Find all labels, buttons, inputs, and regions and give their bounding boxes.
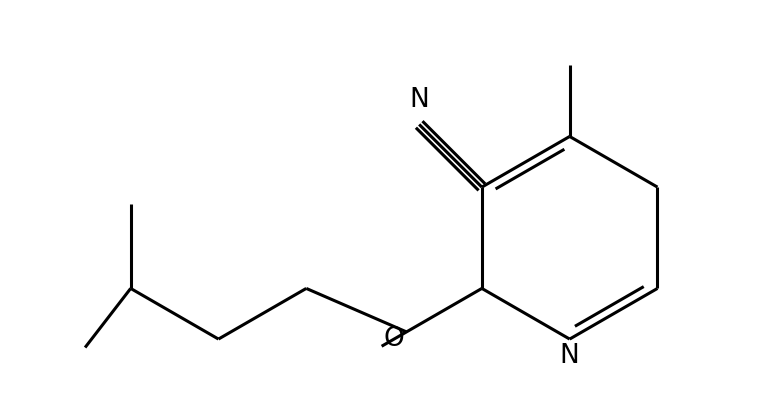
Text: N: N bbox=[560, 343, 580, 369]
Text: O: O bbox=[384, 326, 405, 352]
Text: N: N bbox=[409, 87, 429, 113]
